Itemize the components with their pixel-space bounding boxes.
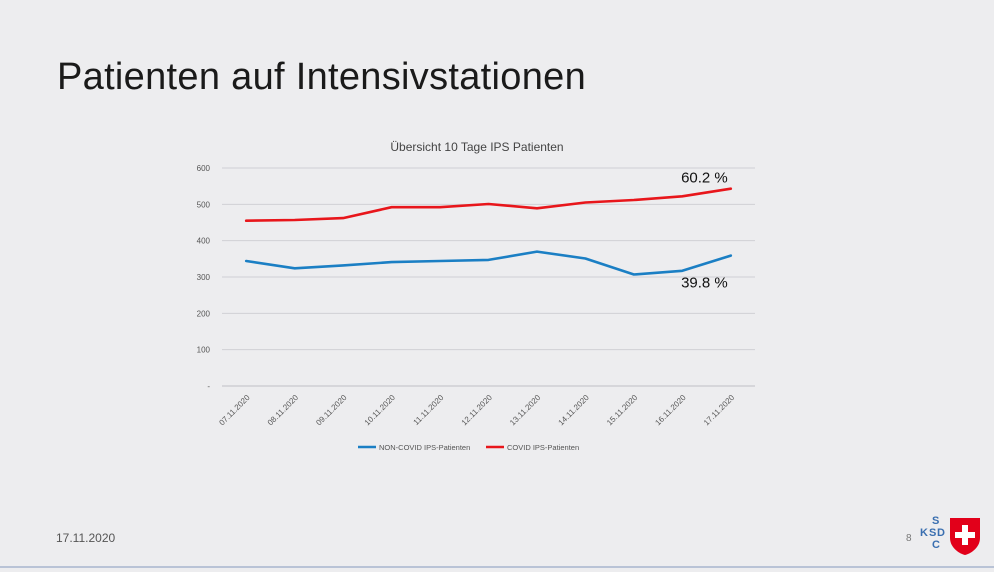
- x-tick-label: 15.11.2020: [605, 393, 640, 428]
- x-tick-label: 11.11.2020: [412, 393, 446, 427]
- y-tick-label: 200: [197, 309, 211, 318]
- ksd-logo: S K S D C: [920, 515, 980, 555]
- y-tick-label: 500: [197, 200, 211, 209]
- logo-letter: K: [920, 527, 928, 539]
- data-annotation: 60.2 %: [681, 170, 728, 187]
- legend-label: NON-COVID IPS-Patienten: [379, 443, 470, 452]
- logo-letter: D: [937, 527, 945, 539]
- data-annotation: 39.8 %: [681, 275, 728, 292]
- x-tick-label: 16.11.2020: [653, 393, 688, 428]
- x-tick-label: 17.11.2020: [702, 393, 737, 428]
- chart-title: Übersicht 10 Tage IPS Patienten: [390, 140, 563, 154]
- bottom-rule: [0, 566, 994, 568]
- x-tick-label: 12.11.2020: [460, 393, 495, 428]
- page-title: Patienten auf Intensivstationen: [57, 56, 586, 98]
- x-tick-label: 09.11.2020: [314, 393, 349, 428]
- series-line: [244, 250, 733, 276]
- x-tick-label: 07.11.2020: [217, 393, 252, 428]
- logo-letter: S: [932, 515, 939, 527]
- page-number: 8: [906, 533, 912, 544]
- y-tick-label: 300: [197, 273, 211, 282]
- x-tick-label: 13.11.2020: [508, 393, 543, 428]
- y-tick-label: 600: [197, 164, 211, 173]
- x-tick-label: 08.11.2020: [266, 393, 301, 428]
- logo-letter: S: [929, 527, 936, 539]
- y-tick-label: 400: [197, 237, 211, 246]
- legend-label: COVID IPS-Patienten: [507, 443, 579, 452]
- y-tick-label: -: [207, 382, 210, 391]
- swiss-cross-icon: [950, 518, 980, 555]
- footer-date: 17.11.2020: [56, 531, 116, 545]
- x-tick-label: 14.11.2020: [557, 393, 592, 428]
- x-tick-label: 10.11.2020: [363, 393, 398, 428]
- logo-letter: C: [932, 539, 940, 551]
- y-tick-label: 100: [197, 346, 211, 355]
- series-line: [244, 187, 733, 222]
